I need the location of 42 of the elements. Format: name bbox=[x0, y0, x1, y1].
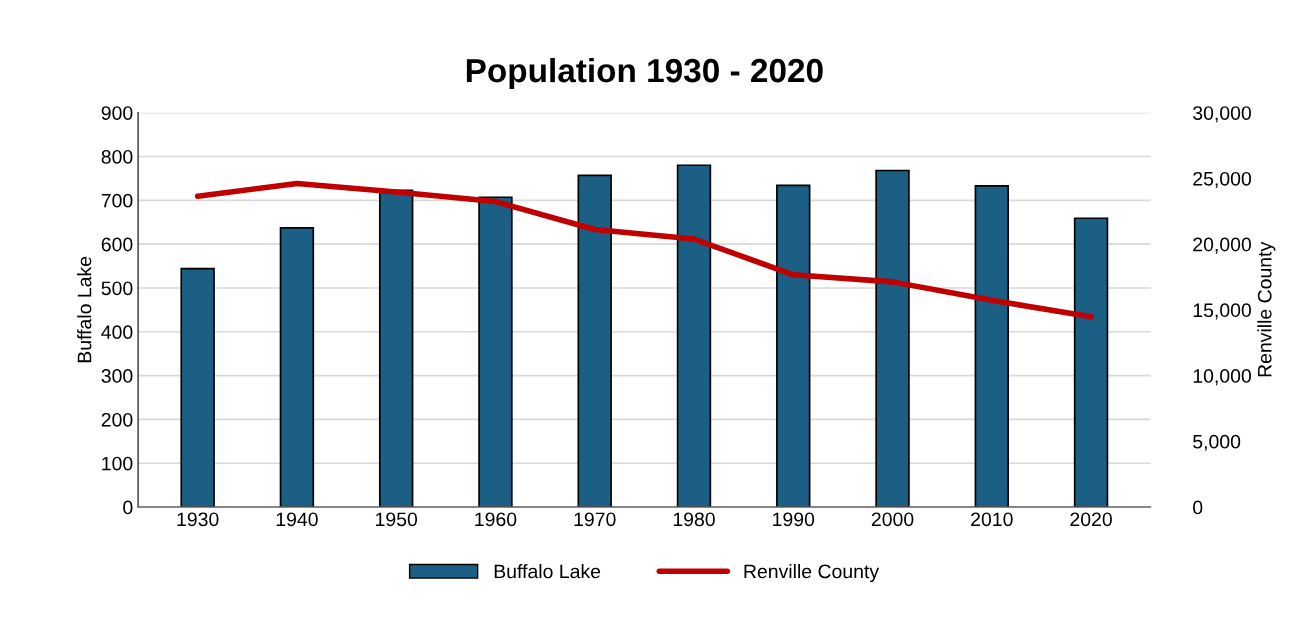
legend-label: Buffalo Lake bbox=[494, 564, 601, 579]
y2-axis-title: Renville County bbox=[1257, 241, 1276, 377]
y-axis-title: Buffalo Lake bbox=[77, 256, 92, 363]
y-tick-label: 900 bbox=[101, 106, 133, 120]
x-tick-label: 1980 bbox=[673, 512, 715, 527]
y-tick-label: 500 bbox=[101, 281, 133, 296]
bar bbox=[676, 164, 712, 508]
y2-tick-label: 20,000 bbox=[1193, 237, 1251, 254]
x-tick-label: 2020 bbox=[1070, 512, 1112, 527]
x-tick-label: 1940 bbox=[276, 512, 318, 527]
y-tick-label: 800 bbox=[101, 149, 133, 164]
y2-tick-label: 10,000 bbox=[1193, 369, 1251, 386]
bar bbox=[478, 196, 513, 508]
x-tick-label: 1930 bbox=[177, 512, 219, 527]
x-tick-label: 2000 bbox=[871, 512, 914, 527]
y2-tick-label: 5,000 bbox=[1193, 434, 1241, 451]
y-tick-label: 700 bbox=[101, 193, 133, 208]
bar bbox=[577, 174, 612, 508]
x-tick-label: 1950 bbox=[376, 512, 418, 527]
y-tick-label: 200 bbox=[101, 412, 133, 427]
x-tick-label: 1970 bbox=[574, 512, 616, 527]
bar bbox=[875, 169, 910, 508]
y-tick-label: 600 bbox=[101, 237, 133, 252]
bar bbox=[1073, 217, 1109, 508]
x-tick-label: 1990 bbox=[773, 512, 815, 527]
chart-title: Population 1930 - 2020 bbox=[466, 57, 823, 90]
y-tick-label: 0 bbox=[123, 500, 133, 515]
bar bbox=[974, 185, 1010, 508]
y2-tick-label: 15,000 bbox=[1193, 303, 1251, 320]
y-tick-label: 100 bbox=[102, 456, 133, 471]
y2-tick-label: 0 bbox=[1193, 500, 1203, 515]
y-tick-label: 400 bbox=[101, 325, 133, 340]
bar bbox=[279, 227, 315, 508]
y2-tick-label: 30,000 bbox=[1193, 106, 1251, 123]
x-tick-label: 2010 bbox=[971, 512, 1013, 527]
bar bbox=[180, 267, 215, 508]
y2-tick-label: 25,000 bbox=[1193, 171, 1251, 188]
x-tick-label: 1960 bbox=[475, 512, 517, 527]
legend-label: Renville County bbox=[744, 564, 880, 583]
bar bbox=[378, 189, 414, 508]
y-tick-label: 300 bbox=[101, 369, 133, 383]
bar bbox=[776, 184, 811, 508]
